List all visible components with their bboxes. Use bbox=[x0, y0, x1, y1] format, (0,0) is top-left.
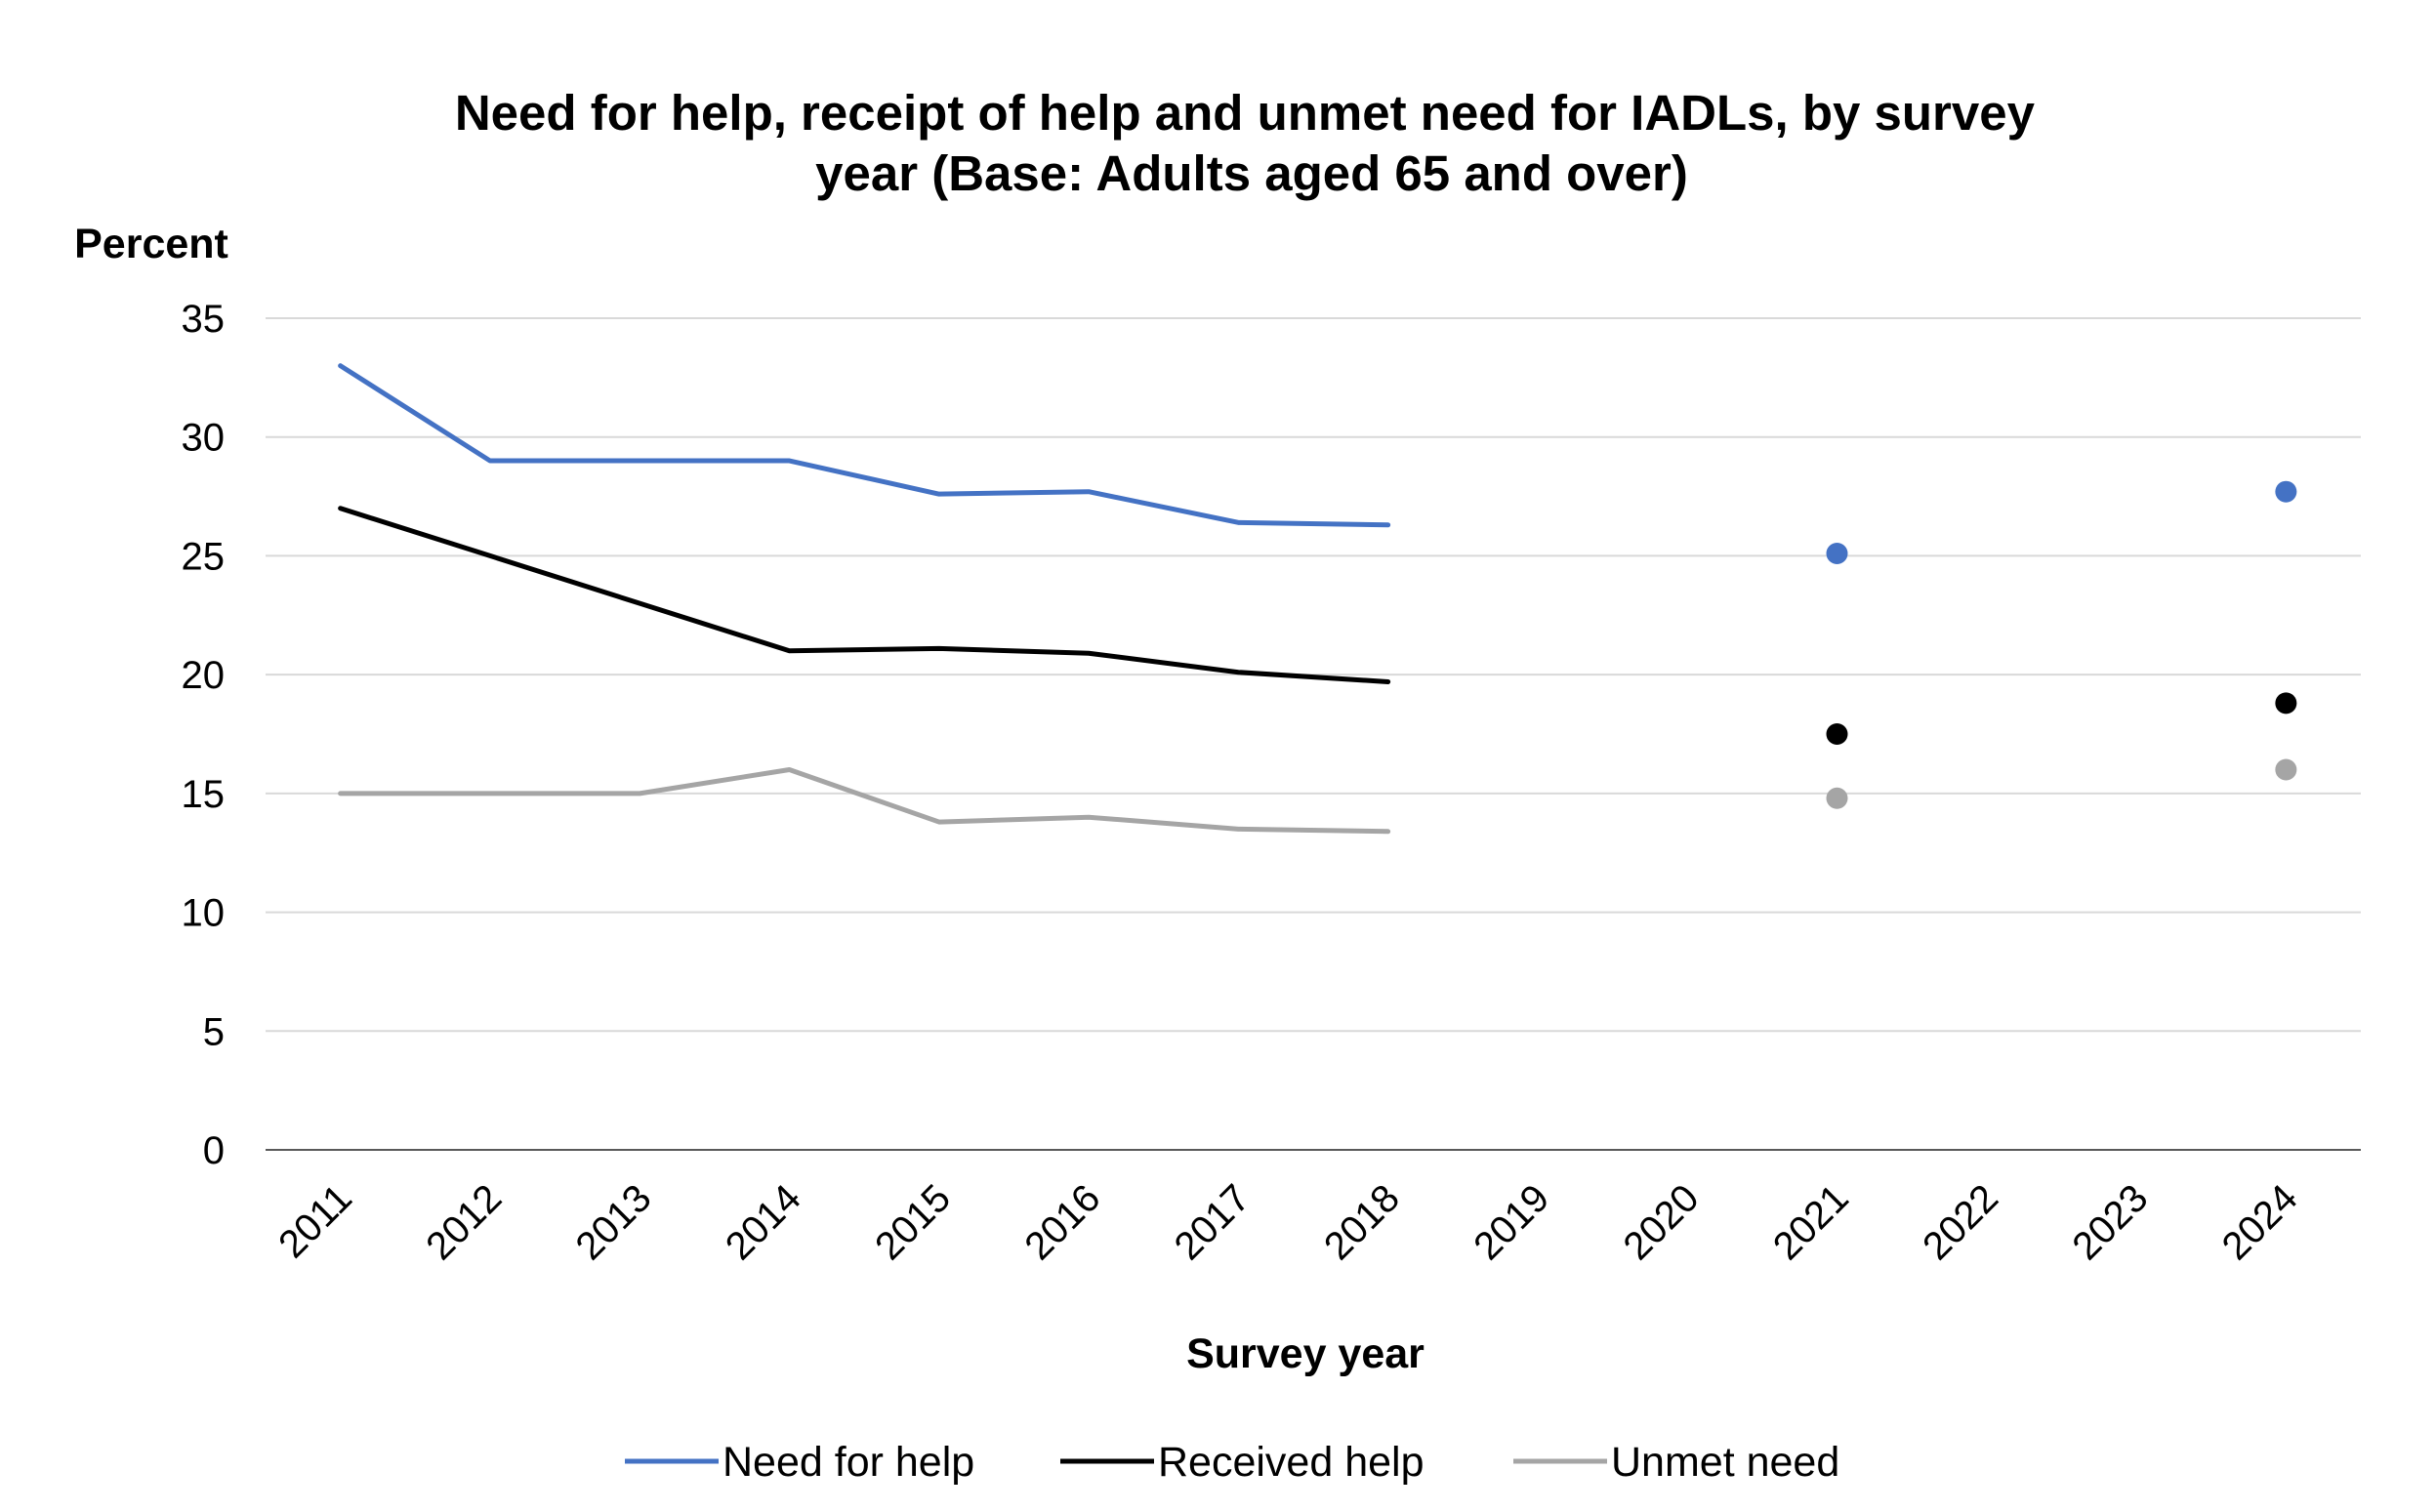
series-received-help bbox=[338, 506, 2297, 745]
x-tick-label: 2014 bbox=[718, 1176, 809, 1268]
y-tick-label: 35 bbox=[182, 298, 226, 341]
x-tick-label: 2017 bbox=[1167, 1176, 1259, 1268]
y-tick-label: 30 bbox=[182, 417, 226, 460]
x-axis-title: Survey year bbox=[1186, 1330, 1424, 1377]
legend-item-received-help: Received help bbox=[1060, 1439, 1424, 1486]
chart-title-line-2: year (Base: Adults aged 65 and over) bbox=[815, 145, 1688, 201]
series-line-received-help bbox=[338, 506, 1391, 684]
x-tick-label: 2016 bbox=[1016, 1176, 1108, 1268]
data-point-unmet-need bbox=[2275, 758, 2297, 781]
series-need-for-help bbox=[338, 363, 2297, 564]
gridlines bbox=[266, 317, 2361, 1151]
x-axis-ticks: 2011 2012 2013 2014 2015 2016 2017 2018 2019 2020… bbox=[270, 1176, 2306, 1268]
x-tick-label: 2024 bbox=[2214, 1176, 2306, 1268]
x-tick-label: 2022 bbox=[1915, 1176, 2006, 1268]
x-tick-label: 2021 bbox=[1765, 1176, 1857, 1268]
x-tick-label: 2020 bbox=[1616, 1176, 1708, 1268]
legend-label: Received help bbox=[1158, 1439, 1424, 1486]
y-axis-title: Percent bbox=[74, 221, 228, 267]
x-tick-label: 2012 bbox=[418, 1176, 510, 1268]
y-tick-label: 15 bbox=[182, 773, 226, 816]
series-plot-area bbox=[338, 363, 2297, 835]
data-point-received-help bbox=[1826, 723, 1848, 745]
series-unmet-need bbox=[338, 758, 2297, 835]
chart-title-line-1: Need for help, receipt of help and unmet… bbox=[455, 85, 2036, 141]
x-tick-label: 2018 bbox=[1316, 1176, 1408, 1268]
y-axis-ticks: 0 5 10 15 20 25 30 35 bbox=[182, 298, 226, 1172]
legend-item-unmet-need: Unmet need bbox=[1513, 1439, 1839, 1486]
x-tick-label: 2013 bbox=[568, 1176, 660, 1268]
x-tick-label: 2015 bbox=[867, 1176, 959, 1268]
legend-label: Need for help bbox=[723, 1439, 974, 1486]
data-point-received-help bbox=[2275, 692, 2297, 715]
data-point-unmet-need bbox=[1826, 787, 1848, 809]
x-tick-label: 2019 bbox=[1466, 1176, 1557, 1268]
y-tick-label: 0 bbox=[203, 1129, 225, 1172]
y-tick-label: 5 bbox=[203, 1010, 225, 1053]
legend: Need for help Received help Unmet need bbox=[625, 1439, 1839, 1486]
x-tick-label: 2023 bbox=[2064, 1176, 2156, 1268]
y-tick-label: 20 bbox=[182, 654, 226, 697]
y-tick-label: 25 bbox=[182, 535, 226, 578]
legend-item-need-for-help: Need for help bbox=[625, 1439, 974, 1486]
series-line-need-for-help bbox=[338, 363, 1391, 528]
data-point-need-for-help bbox=[2275, 480, 2297, 503]
series-line-unmet-need bbox=[338, 767, 1391, 835]
legend-label: Unmet need bbox=[1611, 1439, 1839, 1486]
y-tick-label: 10 bbox=[182, 892, 226, 935]
chart-title: Need for help, receipt of help and unmet… bbox=[455, 85, 2048, 201]
x-tick-label: 2011 bbox=[270, 1176, 360, 1266]
data-point-need-for-help bbox=[1826, 542, 1848, 564]
